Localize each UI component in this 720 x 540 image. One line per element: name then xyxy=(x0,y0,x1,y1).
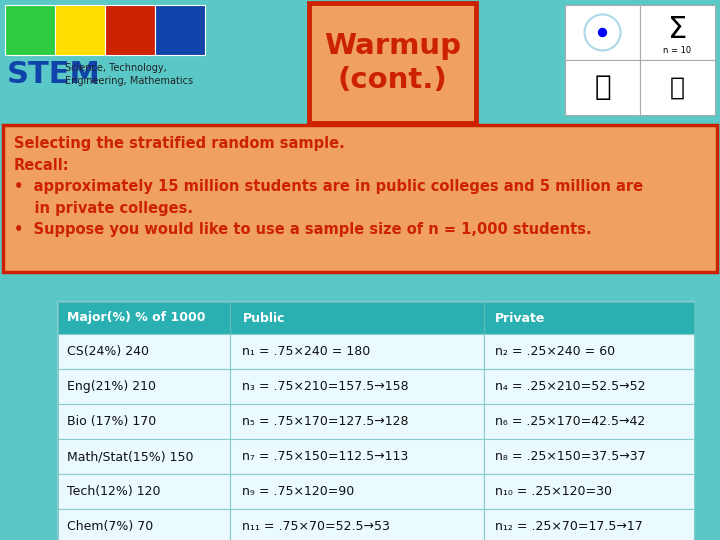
Text: n₇ = .75×150=112.5→113: n₇ = .75×150=112.5→113 xyxy=(243,450,409,463)
FancyBboxPatch shape xyxy=(3,125,717,272)
Bar xyxy=(58,439,230,474)
Bar xyxy=(230,334,484,369)
Text: Σ: Σ xyxy=(668,15,687,44)
Bar xyxy=(484,474,694,509)
Bar xyxy=(230,369,484,404)
Bar xyxy=(230,474,484,509)
Bar xyxy=(484,509,694,540)
Circle shape xyxy=(598,29,606,37)
Bar xyxy=(58,302,230,334)
Text: n = 10: n = 10 xyxy=(663,45,692,55)
Bar xyxy=(484,439,694,474)
Bar xyxy=(105,5,155,55)
Bar xyxy=(230,439,484,474)
Bar xyxy=(230,509,484,540)
Text: 🔬: 🔬 xyxy=(670,76,685,99)
Bar xyxy=(640,5,715,60)
Bar xyxy=(58,509,230,540)
Text: n₉ = .75×120=90: n₉ = .75×120=90 xyxy=(243,485,355,498)
Bar xyxy=(58,404,230,439)
Bar xyxy=(484,404,694,439)
Text: Math/Stat(15%) 150: Math/Stat(15%) 150 xyxy=(66,450,193,463)
Bar xyxy=(58,334,230,369)
Text: 🧪: 🧪 xyxy=(594,73,611,102)
Text: Chem(7%) 70: Chem(7%) 70 xyxy=(66,520,153,533)
Bar xyxy=(155,5,205,55)
Text: n₈ = .25×150=37.5→37: n₈ = .25×150=37.5→37 xyxy=(495,450,645,463)
Text: Private: Private xyxy=(495,312,545,325)
Bar xyxy=(58,474,230,509)
Text: n₁ = .75×240 = 180: n₁ = .75×240 = 180 xyxy=(243,345,371,358)
Text: n₁₂ = .25×70=17.5→17: n₁₂ = .25×70=17.5→17 xyxy=(495,520,642,533)
Bar xyxy=(484,369,694,404)
Text: Bio (17%) 170: Bio (17%) 170 xyxy=(66,415,156,428)
Bar xyxy=(565,5,640,60)
Text: n₂ = .25×240 = 60: n₂ = .25×240 = 60 xyxy=(495,345,615,358)
Bar xyxy=(55,5,105,55)
Text: n₁₁ = .75×70=52.5→53: n₁₁ = .75×70=52.5→53 xyxy=(243,520,390,533)
Text: Science, Technology,
Engineering, Mathematics: Science, Technology, Engineering, Mathem… xyxy=(65,63,193,86)
Text: n₅ = .75×170=127.5→128: n₅ = .75×170=127.5→128 xyxy=(243,415,409,428)
Bar xyxy=(230,404,484,439)
Text: n₆ = .25×170=42.5→42: n₆ = .25×170=42.5→42 xyxy=(495,415,645,428)
Bar xyxy=(58,369,230,404)
Bar xyxy=(484,302,694,334)
Text: n₄ = .25×210=52.5→52: n₄ = .25×210=52.5→52 xyxy=(495,380,645,393)
Bar xyxy=(58,302,694,540)
Text: Warmup
(cont.): Warmup (cont.) xyxy=(324,32,461,94)
Text: Major(%) % of 1000: Major(%) % of 1000 xyxy=(66,312,205,325)
Text: STEM: STEM xyxy=(7,60,101,89)
Bar xyxy=(640,60,715,115)
Bar xyxy=(230,302,484,334)
Text: n₃ = .75×210=157.5→158: n₃ = .75×210=157.5→158 xyxy=(243,380,409,393)
Text: Eng(21%) 210: Eng(21%) 210 xyxy=(66,380,156,393)
Bar xyxy=(565,60,640,115)
Text: Tech(12%) 120: Tech(12%) 120 xyxy=(66,485,160,498)
Text: Selecting the stratified random sample.
Recall:
•  approximately 15 million stud: Selecting the stratified random sample. … xyxy=(14,136,643,238)
Bar xyxy=(5,5,55,55)
Text: Public: Public xyxy=(243,312,285,325)
FancyBboxPatch shape xyxy=(309,3,476,123)
Text: CS(24%) 240: CS(24%) 240 xyxy=(66,345,148,358)
Bar xyxy=(484,334,694,369)
Text: n₁₀ = .25×120=30: n₁₀ = .25×120=30 xyxy=(495,485,611,498)
